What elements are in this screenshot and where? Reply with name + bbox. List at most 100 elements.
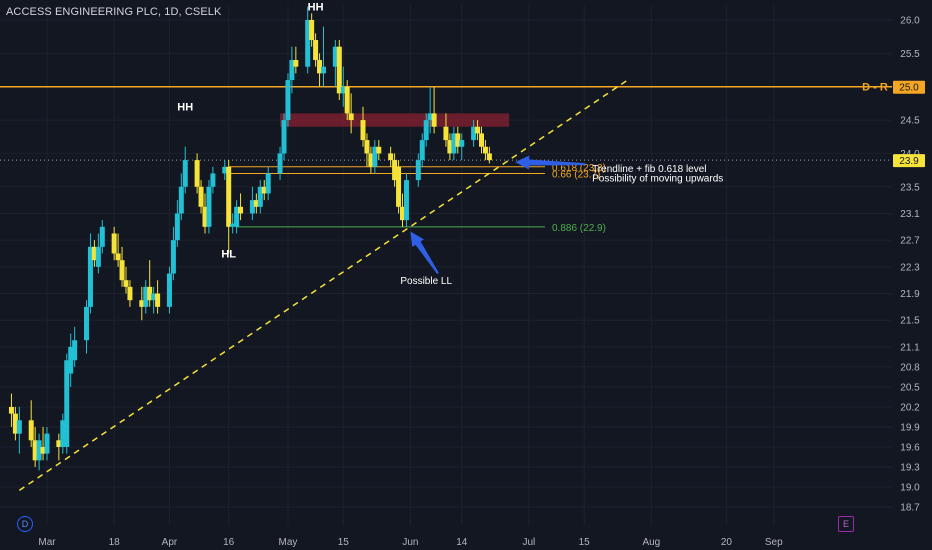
- candle-body: [348, 113, 354, 121]
- candle-body: [147, 286, 153, 301]
- grid-layer: [0, 5, 892, 525]
- candle-body: [123, 280, 129, 287]
- candle-body: [309, 20, 315, 41]
- y-tick-label: 21.5: [900, 316, 920, 327]
- annotation-layer: HH HL HH Possible LL Trendline + fib 0.618 l…: [177, 2, 723, 288]
- x-tick-label: May: [278, 537, 297, 548]
- candle-body: [249, 200, 255, 214]
- y-tick-label: 25.5: [900, 49, 920, 60]
- candle-body: [482, 146, 488, 154]
- resistance-zone: [280, 113, 510, 127]
- candle-body: [99, 226, 105, 247]
- candle-body: [174, 213, 180, 241]
- candle-body: [194, 160, 200, 187]
- candle-body: [392, 160, 398, 181]
- swing-label: HH: [308, 2, 324, 14]
- candle-body: [459, 140, 465, 147]
- y-tick-label: 21.1: [900, 342, 920, 353]
- level-layer: D - R 0.618 (23.8)0.66 (23.7) 0.886 (22.9): [0, 82, 892, 234]
- candle-body: [368, 153, 374, 167]
- candle-body: [119, 260, 125, 281]
- candle-body: [222, 166, 228, 174]
- candle-body: [91, 246, 97, 261]
- candle-body: [202, 206, 208, 227]
- candle-body: [44, 433, 50, 454]
- candle-body: [72, 340, 78, 361]
- candle-body: [60, 420, 66, 447]
- axis-layer: 26.025.524.524.023.523.122.722.321.921.5…: [38, 16, 925, 548]
- candle-body: [234, 206, 240, 227]
- candle-body: [64, 360, 70, 447]
- annotation-label: Possible LL: [400, 276, 452, 287]
- y-tick-label: 26.0: [900, 16, 920, 27]
- current-price-label: 23.9: [899, 156, 919, 167]
- candle-body: [451, 133, 457, 154]
- candle-body: [230, 223, 236, 227]
- candle-body: [253, 200, 259, 207]
- x-tick-label: 14: [456, 537, 468, 548]
- resistance-price-label: 25.0: [899, 83, 919, 94]
- x-tick-label: Apr: [162, 537, 178, 548]
- dividend-badge[interactable]: D: [17, 516, 33, 532]
- candle-body: [12, 413, 18, 434]
- candle-body: [87, 246, 93, 307]
- candle-body: [68, 346, 74, 374]
- candle-body: [400, 206, 405, 221]
- candle-body: [206, 186, 212, 227]
- x-tick-label: Jul: [523, 537, 536, 548]
- candle-body: [364, 140, 370, 154]
- swing-label: HH: [177, 102, 193, 114]
- candle-body: [277, 153, 283, 174]
- candle-body: [36, 440, 42, 461]
- fib-label: 0.886 (22.9): [552, 223, 606, 234]
- candle-body: [313, 40, 319, 61]
- candle-body: [210, 173, 216, 187]
- candle-body: [431, 113, 437, 127]
- y-tick-label: 20.5: [900, 382, 920, 393]
- y-tick-label: 18.7: [900, 503, 920, 514]
- x-tick-label: Sep: [765, 537, 783, 548]
- swing-label: HL: [221, 249, 236, 261]
- candle-body: [257, 186, 263, 207]
- candle-body: [479, 133, 484, 147]
- candle-body: [32, 440, 38, 461]
- candle-body: [155, 293, 161, 307]
- earnings-badge[interactable]: E: [838, 516, 854, 532]
- y-tick-label: 24.5: [900, 116, 920, 127]
- x-tick-label: 18: [109, 537, 121, 548]
- candle-body: [285, 80, 291, 121]
- y-tick-label: 23.5: [900, 182, 920, 193]
- candle-body: [344, 86, 350, 114]
- y-tick-label: 21.9: [900, 289, 920, 300]
- annotation-label: Trendline + fib 0.618 level: [592, 164, 706, 175]
- x-tick-label: 15: [579, 537, 591, 548]
- candle-body: [143, 286, 149, 307]
- candle-body: [317, 60, 323, 74]
- x-tick-label: Mar: [38, 537, 56, 548]
- fib-label: 0.66 (23.7): [552, 169, 600, 180]
- candle-body: [139, 300, 145, 307]
- candle-body: [447, 140, 453, 154]
- candle-body: [182, 160, 188, 187]
- y-tick-label: 22.3: [900, 262, 920, 273]
- x-tick-label: 20: [721, 537, 733, 548]
- fib-label: 0.618 (23.8): [552, 163, 606, 174]
- y-tick-label: 19.0: [900, 483, 920, 494]
- resistance-label: D - R: [862, 82, 888, 94]
- candle-body: [95, 246, 101, 267]
- x-tick-label: 16: [223, 537, 235, 548]
- trend-layer: [18, 79, 629, 491]
- current-price-tag: [893, 154, 925, 168]
- candle-body: [293, 60, 299, 67]
- candle-body: [415, 160, 421, 181]
- possible-ll-arrow: [410, 231, 439, 275]
- symbol-title[interactable]: ACCESS ENGINEERING PLC, 1D, CSELK: [6, 6, 222, 18]
- candle-body: [388, 153, 394, 161]
- candle-body: [455, 133, 461, 147]
- candle-body: [486, 153, 492, 161]
- candle-body: [336, 46, 342, 94]
- candle-body: [238, 206, 244, 214]
- x-tick-label: Jun: [402, 537, 418, 548]
- candle-body: [471, 126, 477, 141]
